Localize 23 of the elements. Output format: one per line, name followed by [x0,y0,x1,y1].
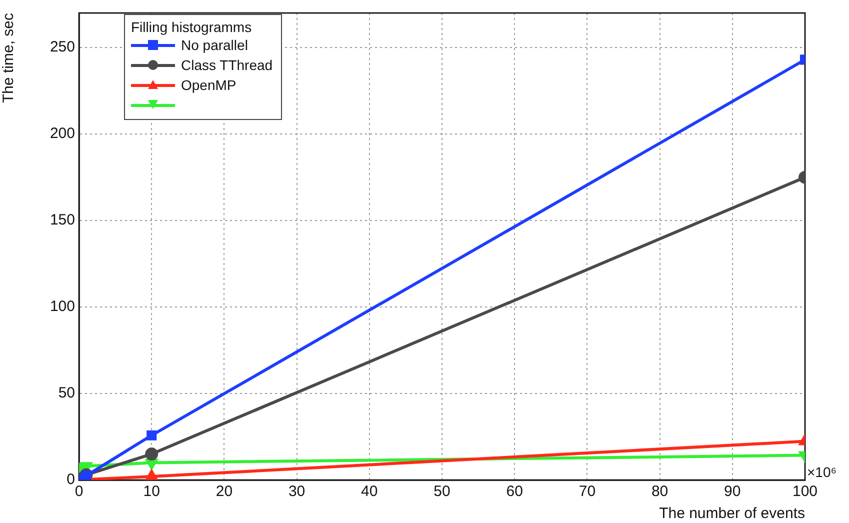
x-tick-label: 20 [216,483,233,500]
x-tick-label: 100 [792,483,818,500]
x-axis-title: The number of events [659,505,805,522]
y-tick-label: 150 [50,212,75,229]
legend-label: No parallel [181,37,248,53]
text: ×10⁶ [807,464,837,480]
y-tick-label: 50 [58,384,75,402]
x-tick-label: 60 [506,483,523,500]
y-tick-label: 0 [66,471,75,488]
legend-title: Filling histogramms [131,19,253,35]
x-tick-label: 70 [578,483,596,500]
x-tick-label: 40 [361,483,378,500]
legend-label: OpenMP [181,77,236,93]
y-tick-label: 250 [50,38,75,56]
x-tick-label: 50 [434,483,450,500]
y-axis-title: The time, sec [0,12,18,104]
x-tick-label: 10 [143,483,160,500]
y-tick-label: 200 [50,125,75,142]
x-tick-label: 30 [288,483,306,500]
y-tick-label: 100 [50,298,75,316]
x-tick-label: 80 [651,483,668,500]
legend-label: Class TThread [181,57,273,73]
x-tick-label: 90 [724,483,741,500]
